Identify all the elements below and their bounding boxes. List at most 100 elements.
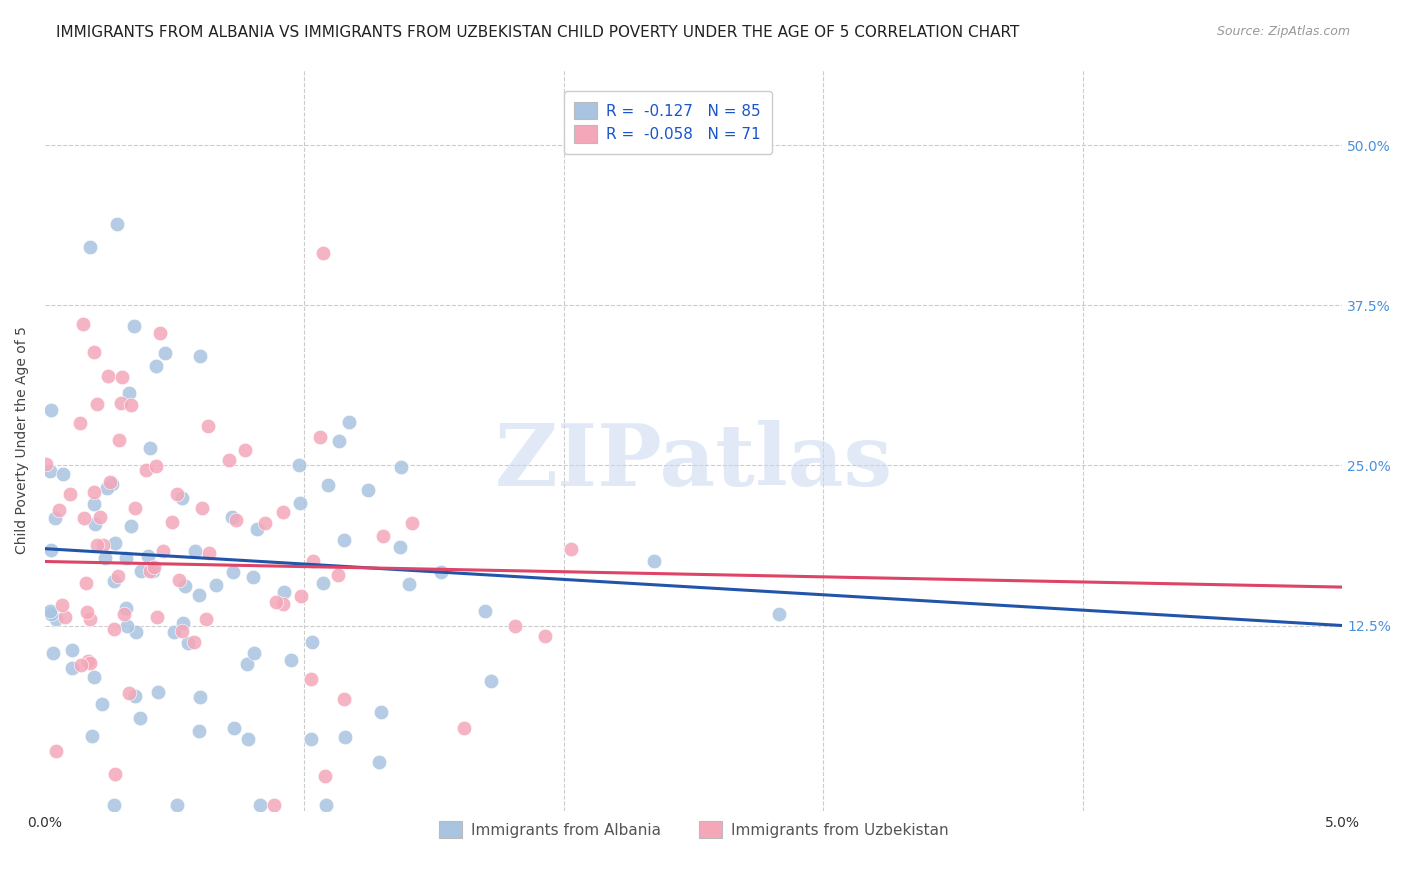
- Point: [328, 434, 350, 449]
- Point: [190, 350, 212, 364]
- Point: [263, 797, 285, 812]
- Point: [333, 691, 356, 706]
- Point: [337, 415, 360, 429]
- Point: [166, 486, 188, 500]
- Point: [225, 513, 247, 527]
- Point: [253, 516, 276, 530]
- Point: [328, 567, 350, 582]
- Point: [110, 396, 132, 410]
- Point: [60, 661, 83, 675]
- Point: [333, 731, 356, 745]
- Point: [103, 797, 125, 812]
- Point: [280, 653, 302, 667]
- Point: [249, 797, 271, 812]
- Point: [218, 453, 240, 467]
- Point: [177, 636, 200, 650]
- Text: ZIPatlas: ZIPatlas: [495, 420, 893, 504]
- Point: [152, 544, 174, 558]
- Point: [243, 646, 266, 660]
- Point: [290, 590, 312, 604]
- Point: [104, 767, 127, 781]
- Point: [314, 769, 336, 783]
- Point: [479, 674, 502, 689]
- Point: [72, 318, 94, 332]
- Point: [188, 690, 211, 704]
- Point: [120, 398, 142, 412]
- Point: [107, 569, 129, 583]
- Point: [38, 604, 60, 618]
- Point: [89, 509, 111, 524]
- Point: [184, 543, 207, 558]
- Point: [370, 705, 392, 719]
- Point: [83, 670, 105, 684]
- Point: [44, 511, 66, 525]
- Point: [453, 721, 475, 735]
- Point: [124, 689, 146, 703]
- Point: [299, 732, 322, 747]
- Point: [69, 416, 91, 430]
- Point: [205, 578, 228, 592]
- Point: [114, 607, 136, 621]
- Point: [35, 457, 58, 471]
- Point: [183, 635, 205, 649]
- Text: IMMIGRANTS FROM ALBANIA VS IMMIGRANTS FROM UZBEKISTAN CHILD POVERTY UNDER THE AG: IMMIGRANTS FROM ALBANIA VS IMMIGRANTS FR…: [56, 25, 1019, 40]
- Point: [129, 711, 152, 725]
- Point: [388, 540, 411, 554]
- Point: [271, 597, 294, 611]
- Point: [124, 501, 146, 516]
- Point: [117, 619, 139, 633]
- Point: [96, 482, 118, 496]
- Point: [534, 629, 557, 643]
- Point: [145, 359, 167, 373]
- Point: [94, 551, 117, 566]
- Point: [107, 433, 129, 447]
- Point: [288, 496, 311, 510]
- Point: [69, 657, 91, 672]
- Point: [222, 722, 245, 736]
- Point: [191, 501, 214, 516]
- Point: [104, 536, 127, 550]
- Point: [91, 697, 114, 711]
- Point: [166, 797, 188, 812]
- Text: Source: ZipAtlas.com: Source: ZipAtlas.com: [1216, 25, 1350, 38]
- Point: [139, 564, 162, 578]
- Point: [45, 612, 67, 626]
- Point: [221, 510, 243, 524]
- Point: [103, 622, 125, 636]
- Point: [430, 565, 453, 579]
- Point: [312, 246, 335, 260]
- Point: [357, 483, 380, 497]
- Point: [115, 550, 138, 565]
- Point: [503, 619, 526, 633]
- Point: [188, 588, 211, 602]
- Point: [198, 546, 221, 560]
- Point: [75, 576, 97, 591]
- Point: [299, 672, 322, 686]
- Point: [145, 458, 167, 473]
- Point: [238, 731, 260, 746]
- Point: [401, 516, 423, 530]
- Point: [143, 560, 166, 574]
- Point: [264, 595, 287, 609]
- Point: [48, 503, 70, 517]
- Point: [98, 475, 121, 489]
- Point: [39, 464, 62, 478]
- Point: [162, 515, 184, 529]
- Point: [39, 607, 62, 622]
- Point: [42, 646, 65, 660]
- Point: [77, 654, 100, 668]
- Point: [93, 538, 115, 552]
- Point: [273, 585, 295, 599]
- Point: [97, 369, 120, 384]
- Point: [101, 476, 124, 491]
- Point: [170, 491, 193, 506]
- Point: [51, 599, 73, 613]
- Point: [136, 549, 159, 564]
- Point: [309, 430, 332, 444]
- Point: [233, 442, 256, 457]
- Point: [368, 755, 391, 769]
- Point: [86, 538, 108, 552]
- Point: [149, 326, 172, 341]
- Point: [52, 467, 75, 481]
- Point: [83, 497, 105, 511]
